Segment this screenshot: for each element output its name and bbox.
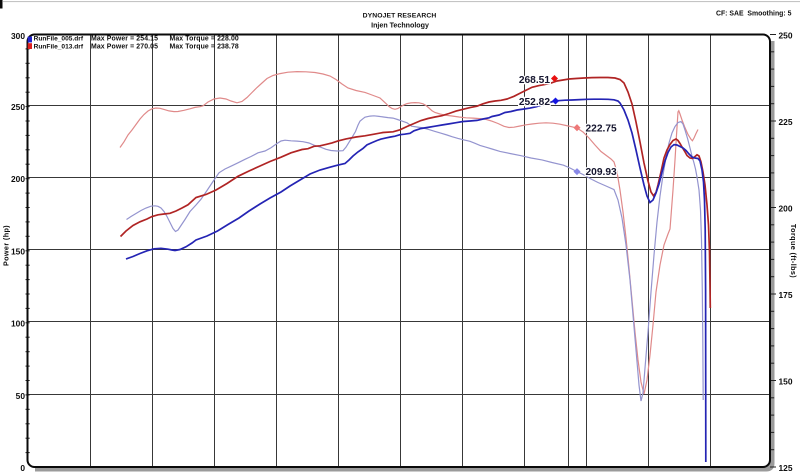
svg-text:Torque (ft-lbs): Torque (ft-lbs) xyxy=(789,224,798,278)
svg-text:300: 300 xyxy=(11,31,25,41)
svg-text:200: 200 xyxy=(779,203,793,213)
svg-text:0: 0 xyxy=(20,463,25,472)
svg-text:200: 200 xyxy=(11,174,25,184)
svg-text:252.82: 252.82 xyxy=(519,97,550,108)
svg-text:Max Power = 270.05: Max Power = 270.05 xyxy=(91,44,158,51)
svg-text:CF: SAE Smoothing: 5: CF: SAE Smoothing: 5 xyxy=(716,11,792,18)
svg-text:Max Torque = 238.78: Max Torque = 238.78 xyxy=(170,44,239,51)
svg-text:175: 175 xyxy=(779,290,793,300)
svg-text:Injen Technology: Injen Technology xyxy=(371,22,429,30)
svg-text:50: 50 xyxy=(16,391,26,401)
svg-text:150: 150 xyxy=(779,376,793,386)
svg-text:222.75: 222.75 xyxy=(586,123,617,134)
svg-text:250: 250 xyxy=(779,30,793,40)
svg-text:225: 225 xyxy=(779,117,793,127)
svg-text:150: 150 xyxy=(11,247,25,257)
svg-text:250: 250 xyxy=(11,102,25,112)
svg-text:Power (hp): Power (hp) xyxy=(2,225,11,266)
svg-text:268.51: 268.51 xyxy=(519,75,550,86)
svg-text:RunFile_013.drf: RunFile_013.drf xyxy=(34,44,84,51)
svg-text:209.93: 209.93 xyxy=(586,167,617,178)
svg-text:100: 100 xyxy=(11,319,25,329)
svg-text:RunFile_005.drf: RunFile_005.drf xyxy=(34,35,84,42)
svg-text:DYNOJET RESEARCH: DYNOJET RESEARCH xyxy=(363,12,437,19)
svg-text:125: 125 xyxy=(779,463,793,472)
svg-text:Max Torque = 228.00: Max Torque = 228.00 xyxy=(170,35,239,42)
svg-text:Max Power = 254.15: Max Power = 254.15 xyxy=(91,35,158,42)
